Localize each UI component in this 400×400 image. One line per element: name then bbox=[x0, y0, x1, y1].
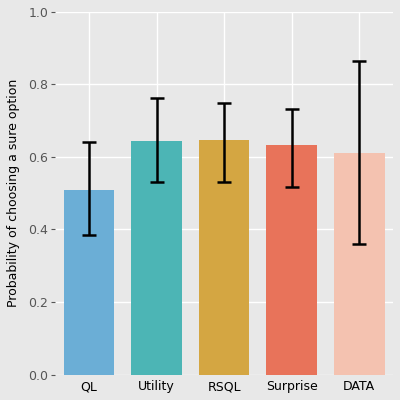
Bar bbox=[199, 140, 250, 374]
Bar bbox=[334, 153, 385, 374]
Y-axis label: Probability of choosing a sure option: Probability of choosing a sure option bbox=[7, 79, 20, 307]
Bar bbox=[64, 190, 114, 374]
Bar bbox=[266, 145, 317, 374]
Bar bbox=[131, 141, 182, 374]
